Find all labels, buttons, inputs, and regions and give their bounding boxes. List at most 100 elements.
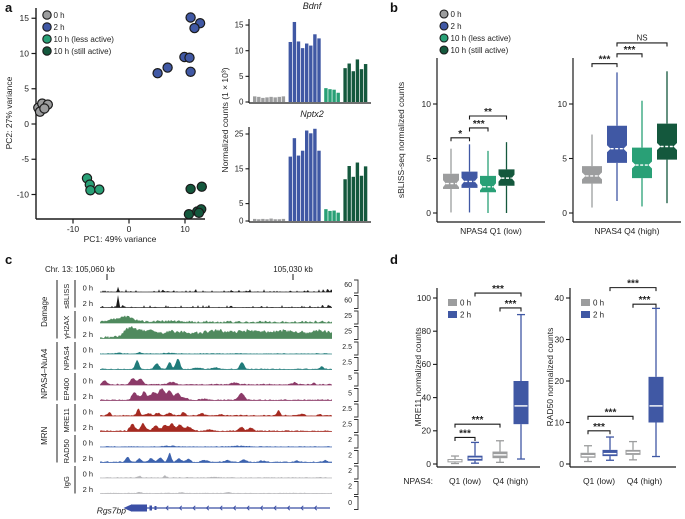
track-scale-value: 2 <box>348 453 352 460</box>
panel-c-label: c <box>5 252 13 267</box>
bar-y-tick: 0 <box>239 217 244 226</box>
bar <box>317 38 321 102</box>
pca-y-tick: 15 <box>20 13 30 23</box>
track-time-label: 0 h <box>83 470 93 479</box>
significance-bracket <box>609 287 657 292</box>
gene-direction-chevron <box>219 505 223 511</box>
bar <box>363 166 368 221</box>
track-time-label: 2 h <box>83 330 93 339</box>
legend-swatch <box>448 299 457 306</box>
track-time-label: 2 h <box>83 392 93 401</box>
significance-label: *** <box>624 45 636 56</box>
legend-label: 0 h <box>593 299 604 308</box>
track-signal <box>100 388 332 401</box>
boxplot-box <box>461 171 478 188</box>
track-scale-bracket <box>354 310 359 325</box>
track-scale-value: 60 <box>344 282 352 289</box>
track-time-label: 0 h <box>83 346 93 355</box>
bar-chart-title: Bdnf <box>303 1 323 11</box>
bar <box>288 41 292 102</box>
track-scale-bracket <box>354 450 359 464</box>
legend-dot <box>439 21 449 31</box>
track-signal <box>100 326 332 339</box>
gene-direction-chevron <box>259 505 264 511</box>
bar <box>332 89 336 102</box>
pca-point <box>196 181 207 192</box>
gene-direction-chevron <box>192 505 196 511</box>
boxplot-box <box>582 166 602 184</box>
significance-bracket <box>454 423 501 428</box>
bar <box>351 71 355 102</box>
box-y-tick: 40 <box>422 392 432 402</box>
legend-dot <box>439 45 449 55</box>
legend-label: 10 h (less active) <box>451 34 512 43</box>
bar <box>332 210 336 221</box>
pca-point <box>152 67 163 79</box>
bar <box>292 21 297 102</box>
track-scale-bracket <box>354 434 359 449</box>
track-scale-bracket <box>354 419 359 433</box>
track-signal <box>100 452 332 463</box>
pca-point <box>94 184 105 195</box>
box-y-tick: 0 <box>426 459 431 469</box>
boxplot-box <box>480 175 496 193</box>
legend-dot <box>42 34 52 44</box>
bar <box>296 155 301 221</box>
track-scale-value: 25 <box>344 329 352 336</box>
bar-y-tick: 5 <box>239 199 244 208</box>
b-x-label: NPAS4 Q4 (high) <box>594 226 659 236</box>
d-x-category: Q1 (low) <box>583 476 615 486</box>
box-y-tick: 20 <box>422 426 432 436</box>
track-time-label: 0 h <box>83 284 93 293</box>
track-scale-value: 2 <box>348 437 352 444</box>
track-time-label: 2 h <box>83 454 93 463</box>
track-antibody-label: EP400 <box>62 378 71 401</box>
legend-label: 2 h <box>593 311 604 320</box>
significance-label: * <box>458 129 462 140</box>
legend-swatch <box>448 311 457 318</box>
track-antibody-label: RAD50 <box>62 439 71 463</box>
pca-x-tick: 0 <box>127 224 132 234</box>
bar <box>347 166 351 221</box>
significance-label: *** <box>605 407 617 418</box>
track-signal <box>100 408 332 416</box>
bar <box>328 89 332 102</box>
bar <box>269 96 273 102</box>
legend-dot <box>439 33 449 43</box>
gene-direction-chevron <box>246 505 250 511</box>
track-time-label: 2 h <box>83 485 93 494</box>
boxplot-box <box>648 376 664 423</box>
bar <box>359 175 364 221</box>
boxplot-box <box>657 123 677 160</box>
box-y-tick: 30 <box>555 334 565 344</box>
box-y-tick: 0 <box>562 208 567 218</box>
d-x-category: Q1 (low) <box>449 476 481 486</box>
significance-bracket <box>587 415 634 420</box>
significance-bracket <box>591 63 618 68</box>
track-scale-bracket <box>354 496 359 510</box>
box-y-tick: 10 <box>422 99 432 109</box>
bar <box>309 133 313 221</box>
bar-y-tick: 15 <box>235 164 244 173</box>
significance-bracket <box>474 292 522 297</box>
pca-y-tick: 0 <box>24 119 29 129</box>
track-signal <box>100 358 332 370</box>
track-signal <box>100 295 332 308</box>
track-signal <box>100 475 332 478</box>
track-group-label: NPAS4–NuA4 <box>40 348 49 399</box>
significance-bracket <box>468 127 489 132</box>
significance-label: *** <box>505 299 517 310</box>
track-scale-value: 60 <box>344 298 352 305</box>
bar <box>343 179 347 221</box>
pca-y-tick: -10 <box>17 189 30 199</box>
significance-bracket <box>499 307 522 312</box>
bar <box>324 88 328 102</box>
pca-y-tick: -5 <box>21 154 29 164</box>
pca-point <box>185 66 196 78</box>
pca-point <box>193 207 205 218</box>
track-scale-bracket <box>354 372 359 387</box>
bar <box>265 97 269 102</box>
legend-swatch <box>581 311 590 318</box>
